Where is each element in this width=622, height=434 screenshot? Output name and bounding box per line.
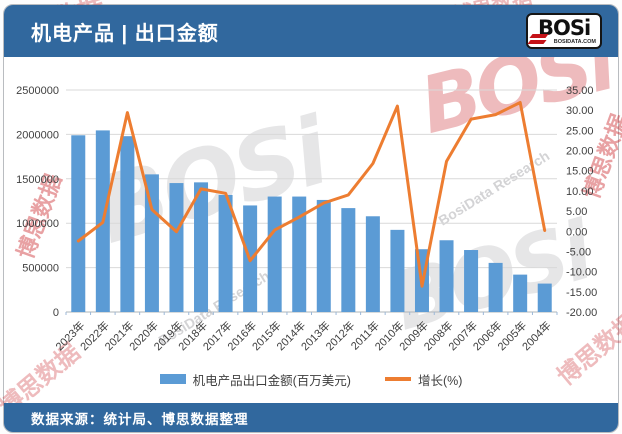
bar — [488, 262, 503, 312]
bar — [464, 250, 479, 312]
right-axis-tick-label: 15.00 — [566, 166, 594, 178]
bar — [513, 274, 528, 312]
right-axis-tick-label: 0.00 — [566, 226, 587, 238]
bar-series-label: 机电产品出口金额(百万美元) — [192, 373, 351, 388]
bar — [390, 229, 405, 312]
bar — [194, 182, 209, 312]
legend-item-bar-series: 机电产品出口金额(百万美元) — [159, 370, 351, 389]
right-axis-tick-label: 25.00 — [566, 125, 594, 137]
right-axis-tick-label: 35.00 — [566, 85, 594, 97]
line-series-swatch-icon — [384, 377, 411, 381]
right-axis-tick-label: -15.00 — [566, 287, 597, 299]
bar — [218, 194, 233, 312]
left-axis-tick-label: 1000000 — [16, 218, 59, 230]
bar — [120, 136, 135, 312]
chart-card: 机电产品 | 出口金额 BOSi BOSIDATA.COM 2500000 200… — [3, 4, 619, 433]
left-axis-tick-label: 0 — [53, 307, 59, 319]
left-axis-tick-label: 1500000 — [16, 174, 59, 186]
bar — [267, 196, 282, 312]
left-axis-tick-label: 2500000 — [16, 85, 59, 97]
right-axis-tick-label: 10.00 — [566, 186, 594, 198]
bar — [144, 174, 159, 312]
logo-domain-text: BOSIDATA.COM — [553, 39, 596, 45]
logo-stripe-icon — [529, 34, 549, 38]
header-band: 机电产品 | 出口金额 — [4, 5, 618, 57]
right-axis-tick-label: 20.00 — [566, 146, 594, 158]
right-axis-tick-label: -10.00 — [566, 267, 597, 279]
bar-series-swatch-icon — [159, 374, 186, 384]
bar — [439, 240, 454, 312]
bar — [292, 196, 307, 312]
page-title: 机电产品 | 出口金额 — [31, 22, 219, 45]
bosidata-logo: BOSi BOSIDATA.COM — [526, 13, 602, 49]
line-series-label: 增长(%) — [417, 373, 463, 388]
footer-band: 数据来源：统计局、博思数据整理 — [4, 403, 618, 432]
bar — [537, 283, 552, 312]
chart-area: 2500000 2000000 1500000 1000000 500000 0 35.00… — [4, 58, 618, 370]
chart-legend: 机电产品出口金额(百万美元) 增长(%) — [4, 367, 618, 391]
bar — [316, 199, 331, 312]
bar — [169, 183, 184, 312]
logo-stripe-icon — [527, 40, 547, 44]
bar — [341, 208, 356, 312]
bar — [365, 216, 380, 312]
right-axis-tick-label: 30.00 — [566, 105, 594, 117]
left-axis-tick-label: 2000000 — [16, 129, 59, 141]
data-source-text: 数据来源：统计局、博思数据整理 — [31, 411, 249, 427]
right-axis-tick-label: -20.00 — [566, 307, 597, 319]
combo-chart: 2500000 2000000 1500000 1000000 500000 0 35.00… — [16, 85, 597, 353]
right-axis-tick-label: -5.00 — [566, 246, 591, 258]
left-axis-tick-label: 500000 — [22, 263, 59, 275]
legend-item-line-series: 增长(%) — [384, 370, 463, 389]
growth-line — [76, 101, 547, 288]
bar — [71, 135, 86, 312]
right-axis-tick-label: 5.00 — [566, 206, 587, 218]
